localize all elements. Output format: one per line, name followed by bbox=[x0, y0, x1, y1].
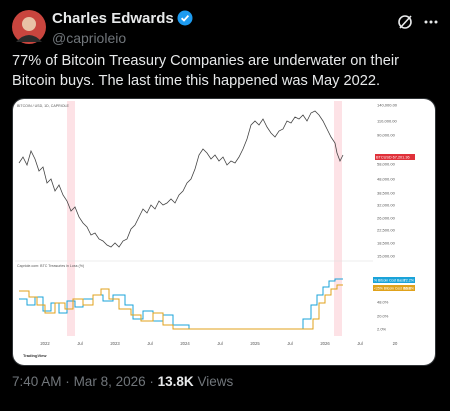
legend-value: 72.2% bbox=[404, 279, 415, 283]
time-axis-label: 2024 bbox=[180, 341, 190, 346]
pane-axis-label: 48.0% bbox=[377, 300, 389, 305]
low-cost-basis-line bbox=[19, 284, 343, 330]
post-meta: 7:40 AM · Mar 8, 2026 · 13.8K Views bbox=[12, 374, 233, 389]
price-axis-label: 48,000.00 bbox=[377, 177, 396, 182]
price-axis-label: 90,000.00 bbox=[377, 133, 396, 138]
pane-axis-label: 20.0% bbox=[377, 314, 389, 319]
price-axis-label: 140,000.00 bbox=[377, 103, 398, 108]
post-text: 77% of Bitcoin Treasury Companies are un… bbox=[12, 53, 399, 89]
separator: · bbox=[65, 374, 70, 389]
legend-box bbox=[373, 285, 415, 291]
time-axis-label: Jul bbox=[357, 341, 362, 346]
separator: · bbox=[149, 374, 154, 389]
legend-value: 65.8% bbox=[404, 287, 415, 291]
author-name[interactable]: Charles Edwards bbox=[52, 10, 193, 27]
time-axis-label: 2025 bbox=[250, 341, 260, 346]
cost-basis-line bbox=[19, 278, 343, 330]
pane-axis-label: 2.0% bbox=[377, 327, 387, 332]
price-axis-label: 110,000.00 bbox=[377, 119, 397, 124]
price-axis-label: 18,500.00 bbox=[377, 241, 396, 246]
image-bg bbox=[13, 99, 435, 365]
price-label: BTCUSD 67,201.36 bbox=[376, 156, 410, 160]
time-axis-label: Jul bbox=[287, 341, 292, 346]
price-axis-label: 26,000.00 bbox=[377, 216, 396, 221]
price-axis-label: 38,500.00 bbox=[377, 191, 396, 196]
time-axis-label: Jul bbox=[77, 341, 82, 346]
grok-icon[interactable] bbox=[398, 15, 412, 29]
time-axis-label: 2026 bbox=[320, 341, 330, 346]
avatar[interactable] bbox=[12, 10, 46, 44]
highlight-band bbox=[67, 101, 75, 336]
author-handle[interactable]: @caprioleio bbox=[52, 30, 127, 46]
top-icons bbox=[398, 15, 438, 29]
brand: TradingView bbox=[23, 353, 47, 358]
chart-image: BITCOIN / USD, 1D, CAPRIOLE 140,000.00 110… bbox=[13, 99, 435, 365]
timestamp[interactable]: 7:40 AM bbox=[12, 374, 62, 389]
legend-box bbox=[373, 277, 415, 283]
time-axis-label: 2022 bbox=[40, 341, 50, 346]
time-axis-label: 2023 bbox=[110, 341, 120, 346]
legend-name: % Bitcoin Cost Basis bbox=[374, 279, 406, 283]
price-axis-label: 32,000.00 bbox=[377, 203, 396, 208]
more-icon[interactable] bbox=[424, 20, 438, 24]
time-axis-label: Jul bbox=[147, 341, 152, 346]
date[interactable]: Mar 8, 2026 bbox=[73, 374, 146, 389]
chart-header: BITCOIN / USD, 1D, CAPRIOLE bbox=[17, 104, 70, 108]
post-image[interactable]: BITCOIN / USD, 1D, CAPRIOLE 140,000.00 110… bbox=[12, 98, 436, 366]
views-count: 13.8K bbox=[157, 374, 194, 389]
author-name-text[interactable]: Charles Edwards bbox=[52, 10, 174, 27]
time-axis-label: 20 bbox=[393, 341, 398, 346]
time-axis-label: Jul bbox=[217, 341, 222, 346]
price-axis-label: 22,500.00 bbox=[377, 228, 396, 233]
price-axis-label: 15,000.00 bbox=[377, 254, 396, 259]
verified-badge bbox=[177, 10, 193, 26]
legend-name: <25% Bitcoin Cost Basis bbox=[374, 287, 411, 291]
pane-title: Capriole.com: BTC Treasuries in Loss (%) bbox=[17, 264, 84, 268]
price-line bbox=[18, 110, 344, 248]
price-label-box bbox=[375, 154, 415, 160]
highlight-band bbox=[334, 101, 342, 336]
views-label: Views bbox=[197, 374, 234, 389]
price-axis-label: 58,000.00 bbox=[377, 162, 396, 167]
